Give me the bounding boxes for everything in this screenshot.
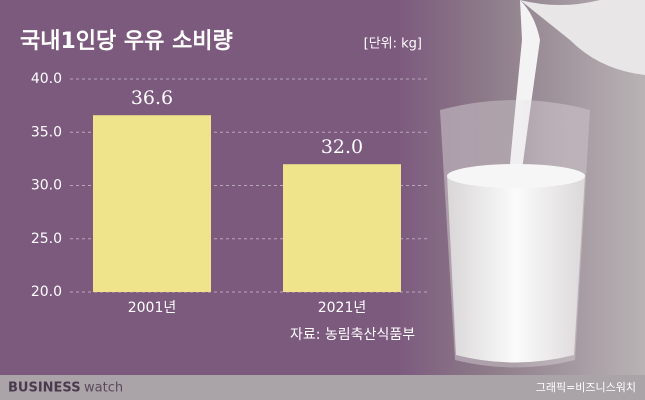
bar bbox=[93, 115, 211, 293]
chart-title: 국내1인당 우유 소비량 bbox=[20, 29, 233, 54]
y-tick-label: 20.0 bbox=[31, 284, 62, 300]
brand: BUSINESS bbox=[8, 381, 81, 396]
y-tick-label: 40.0 bbox=[31, 71, 62, 87]
unit-label: [단위: kg] bbox=[364, 37, 422, 52]
source: 자료: 농림축산식품부 bbox=[290, 327, 415, 343]
y-tick-label: 35.0 bbox=[31, 124, 62, 140]
value-label: 36.6 bbox=[131, 87, 173, 109]
footer-bar bbox=[0, 375, 645, 400]
x-tick-label: 2001년 bbox=[128, 300, 177, 316]
milk-photo bbox=[440, 0, 645, 368]
bar bbox=[283, 164, 401, 292]
y-tick-label: 30.0 bbox=[31, 178, 62, 194]
x-tick-label: 2021년 bbox=[318, 300, 367, 316]
value-label: 32.0 bbox=[321, 136, 363, 158]
brand: watch bbox=[84, 381, 123, 396]
y-tick-label: 25.0 bbox=[31, 231, 62, 247]
credit: 그래픽=비즈니스워치 bbox=[536, 381, 636, 394]
